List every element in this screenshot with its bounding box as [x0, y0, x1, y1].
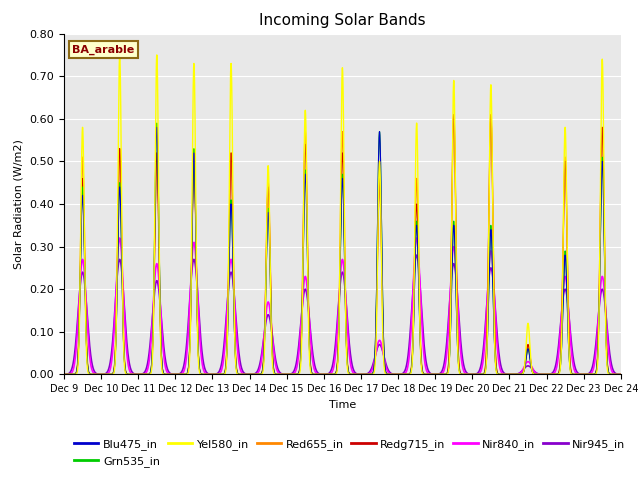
Redg715_in	[500, 372, 508, 377]
Nir840_in	[92, 372, 100, 377]
Grn535_in	[92, 372, 100, 377]
Yel580_in	[500, 372, 508, 377]
Nir945_in	[608, 362, 616, 368]
Redg715_in	[401, 372, 408, 377]
Grn535_in	[60, 372, 68, 377]
Blu475_in	[60, 372, 68, 377]
X-axis label: Time: Time	[329, 400, 356, 409]
Nir945_in	[409, 290, 417, 296]
Line: Blu475_in: Blu475_in	[64, 127, 621, 374]
Red655_in	[209, 372, 217, 377]
Nir945_in	[92, 371, 100, 376]
Yel580_in	[92, 372, 100, 377]
Grn535_in	[401, 372, 408, 377]
Grn535_in	[543, 372, 550, 377]
Yel580_in	[543, 372, 550, 377]
Y-axis label: Solar Radiation (W/m2): Solar Radiation (W/m2)	[14, 139, 24, 269]
Yel580_in	[617, 372, 625, 377]
Nir945_in	[60, 372, 68, 377]
Redg715_in	[92, 372, 100, 377]
Yel580_in	[60, 372, 68, 377]
Nir840_in	[401, 371, 408, 377]
Yel580_in	[209, 372, 217, 377]
Line: Redg715_in: Redg715_in	[64, 115, 621, 374]
Blu475_in	[92, 372, 100, 377]
Blu475_in	[401, 372, 408, 377]
Redg715_in	[608, 372, 616, 377]
Grn535_in	[617, 372, 625, 377]
Blu475_in	[209, 372, 217, 377]
Grn535_in	[500, 372, 508, 377]
Blu475_in	[409, 347, 417, 352]
Yel580_in	[116, 52, 124, 58]
Red655_in	[60, 372, 68, 377]
Blu475_in	[608, 372, 616, 377]
Nir945_in	[541, 372, 549, 377]
Blu475_in	[543, 372, 550, 377]
Line: Nir840_in: Nir840_in	[64, 238, 621, 374]
Grn535_in	[209, 372, 217, 377]
Line: Yel580_in: Yel580_in	[64, 55, 621, 374]
Nir840_in	[608, 368, 616, 373]
Nir840_in	[409, 292, 417, 298]
Legend: Blu475_in, Grn535_in, Yel580_in, Red655_in, Redg715_in, Nir840_in, Nir945_in: Blu475_in, Grn535_in, Yel580_in, Red655_…	[70, 435, 630, 471]
Red655_in	[92, 372, 100, 377]
Nir840_in	[617, 372, 625, 377]
Nir840_in	[60, 372, 68, 377]
Red655_in	[543, 372, 550, 377]
Redg715_in	[209, 372, 217, 377]
Line: Nir945_in: Nir945_in	[64, 255, 621, 374]
Nir945_in	[617, 372, 625, 377]
Nir945_in	[413, 252, 420, 258]
Nir840_in	[500, 371, 508, 377]
Red655_in	[500, 372, 508, 377]
Redg715_in	[409, 345, 417, 350]
Nir840_in	[542, 372, 550, 377]
Yel580_in	[409, 348, 417, 353]
Grn535_in	[153, 120, 161, 126]
Yel580_in	[608, 372, 616, 377]
Red655_in	[409, 340, 417, 346]
Blu475_in	[153, 124, 161, 130]
Nir945_in	[500, 370, 508, 375]
Blu475_in	[500, 372, 508, 377]
Nir840_in	[209, 372, 217, 377]
Redg715_in	[487, 112, 495, 118]
Nir945_in	[209, 372, 217, 377]
Text: BA_arable: BA_arable	[72, 44, 134, 55]
Redg715_in	[617, 372, 625, 377]
Redg715_in	[60, 372, 68, 377]
Red655_in	[608, 372, 616, 377]
Blu475_in	[617, 372, 625, 377]
Red655_in	[487, 112, 495, 118]
Redg715_in	[543, 372, 550, 377]
Yel580_in	[401, 372, 408, 377]
Red655_in	[617, 372, 625, 377]
Nir840_in	[116, 235, 124, 241]
Grn535_in	[608, 372, 616, 377]
Nir945_in	[401, 369, 408, 374]
Grn535_in	[409, 346, 417, 351]
Red655_in	[401, 372, 408, 377]
Title: Incoming Solar Bands: Incoming Solar Bands	[259, 13, 426, 28]
Line: Grn535_in: Grn535_in	[64, 123, 621, 374]
Line: Red655_in: Red655_in	[64, 115, 621, 374]
